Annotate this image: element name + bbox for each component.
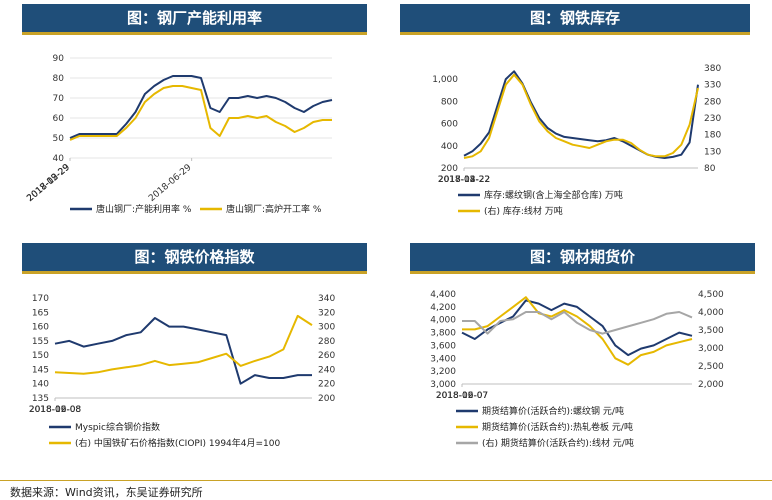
x-tick-label: 2018-08-22 [438, 175, 490, 185]
y-tick-label-left: 3,600 [430, 341, 456, 351]
panel-header-inventory: 图：钢铁库存 [400, 4, 750, 35]
y-tick-label-left: 145 [32, 365, 49, 375]
x-tick-label: 2018-06-07 [436, 391, 488, 401]
y-tick-label-left: 600 [441, 120, 458, 130]
legend-label: 期货结算价(活跃合约):热轧卷板 元/吨 [482, 421, 633, 433]
y-tick-label-right: 2,500 [698, 362, 724, 372]
y-tick-label-left: 3,400 [430, 354, 456, 364]
y-tick-label-right: 230 [704, 114, 721, 124]
legend-label: 唐山钢厂:产能利用率 % [96, 203, 192, 215]
y-tick-label-left: 140 [32, 380, 49, 390]
y-tick-label-left: 800 [441, 97, 458, 107]
series-line-2 [463, 73, 699, 159]
y-tick-label-right: 340 [318, 294, 335, 304]
y-tick-label-left: 3,000 [430, 380, 456, 390]
footer-divider [0, 480, 772, 481]
chart-steel-futures: 3,000 3,200 3,400 3,600 3,800 4,000 4,200 4,400… [430, 290, 724, 449]
x-tick-label: 2018-12-29 [25, 162, 72, 203]
y-tick-label-left: 3,800 [430, 329, 456, 339]
chart-steel-inventory: 200 400 600 800 1,000 80 130 180 230 280 330 380 201… [432, 64, 721, 217]
x-tick-label: 2018-12-07 [436, 391, 488, 401]
data-source-note: 数据来源：Wind资讯，东吴证券研究所 [10, 486, 203, 499]
y-tick-label-left: 150 [32, 351, 49, 361]
y-tick-label-right: 130 [704, 147, 721, 157]
x-tick-label: 2017-12-22 [438, 175, 490, 185]
y-tick-label-right: 220 [318, 380, 335, 390]
panel-header-price-index: 图：钢铁价格指数 [22, 243, 367, 274]
y-tick-label-left: 200 [441, 164, 458, 174]
y-tick-label-left: 4,400 [430, 290, 456, 300]
series-line-2 [54, 314, 313, 375]
y-tick-label-right: 330 [704, 81, 721, 91]
x-tick-label: 2018-04-22 [438, 175, 490, 185]
x-tick-label: 2018-06-08 [29, 405, 82, 415]
series-line-1 [69, 75, 333, 139]
y-tick-label-left: 155 [32, 337, 49, 347]
y-tick-label-right: 380 [704, 64, 721, 74]
y-tick-label-left: 165 [32, 308, 49, 318]
y-tick-label-left: 90 [53, 54, 65, 64]
y-tick-label-left: 4,200 [430, 303, 456, 313]
y-tick-label-left: 70 [53, 94, 65, 104]
x-tick-label: 2018-12-08 [29, 405, 82, 415]
series-line-2 [462, 296, 693, 366]
x-tick-label: 2018-06-29 [147, 162, 194, 203]
y-tick-label-right: 3,500 [698, 326, 724, 336]
series-line-1 [54, 317, 312, 385]
y-tick-label-left: 4,000 [430, 316, 456, 326]
y-tick-label-right: 180 [704, 131, 721, 141]
y-tick-label-left: 1,000 [432, 75, 458, 85]
y-tick-label-left: 160 [32, 323, 49, 333]
y-tick-label-left: 50 [53, 134, 65, 144]
y-tick-label-left: 400 [441, 142, 458, 152]
y-tick-label-right: 4,000 [698, 308, 724, 318]
legend-label: (右) 中国铁矿石价格指数(CIOPI) 1994年4月=100 [75, 437, 280, 449]
legend-label: (右) 库存:线材 万吨 [484, 205, 563, 217]
y-tick-label-left: 60 [53, 114, 65, 124]
y-tick-label-left: 3,200 [430, 367, 456, 377]
panel-header-futures: 图：钢材期货价 [410, 243, 755, 274]
chart-steel-price-index: 135 140 145 150 155 160 165 170 200 220 240 260 280 3… [29, 294, 336, 449]
y-tick-label-right: 320 [318, 308, 335, 318]
legend-label: (右) 期货结算价(活跃合约):线材 元/吨 [482, 437, 634, 449]
x-tick-label: 2018-12-22 [438, 175, 490, 185]
y-tick-label-right: 80 [704, 164, 716, 174]
series-line-1 [463, 70, 699, 159]
y-tick-label-right: 260 [318, 351, 335, 361]
x-tick-label: 2018-09-08 [29, 405, 82, 415]
y-tick-label-left: 80 [53, 74, 65, 84]
y-tick-label-right: 4,500 [698, 290, 724, 300]
y-tick-label-right: 300 [318, 323, 335, 333]
x-tick-label: 2018-09-07 [436, 391, 488, 401]
legend-label: Myspic综合钢价指数 [75, 421, 160, 433]
legend-label: 唐山钢厂:高炉开工率 % [226, 203, 322, 215]
y-tick-label-left: 170 [32, 294, 49, 304]
y-tick-label-right: 280 [704, 97, 721, 107]
y-tick-label-left: 135 [32, 394, 49, 404]
legend-label: 期货结算价(活跃合约):螺纹钢 元/吨 [482, 405, 624, 417]
y-tick-label-right: 240 [318, 365, 335, 375]
panel-header-capacity: 图：钢厂产能利用率 [22, 4, 367, 35]
series-line-2 [69, 85, 332, 141]
y-tick-label-right: 3,000 [698, 344, 724, 354]
y-tick-label-left: 40 [53, 154, 65, 164]
series-line-3 [462, 311, 693, 335]
legend-label: 库存:螺纹钢(含上海全部仓库) 万吨 [484, 189, 623, 201]
y-tick-label-right: 280 [318, 337, 335, 347]
series-line-1 [461, 299, 693, 357]
y-tick-label-right: 2,000 [698, 380, 724, 390]
y-tick-label-right: 200 [318, 394, 335, 404]
